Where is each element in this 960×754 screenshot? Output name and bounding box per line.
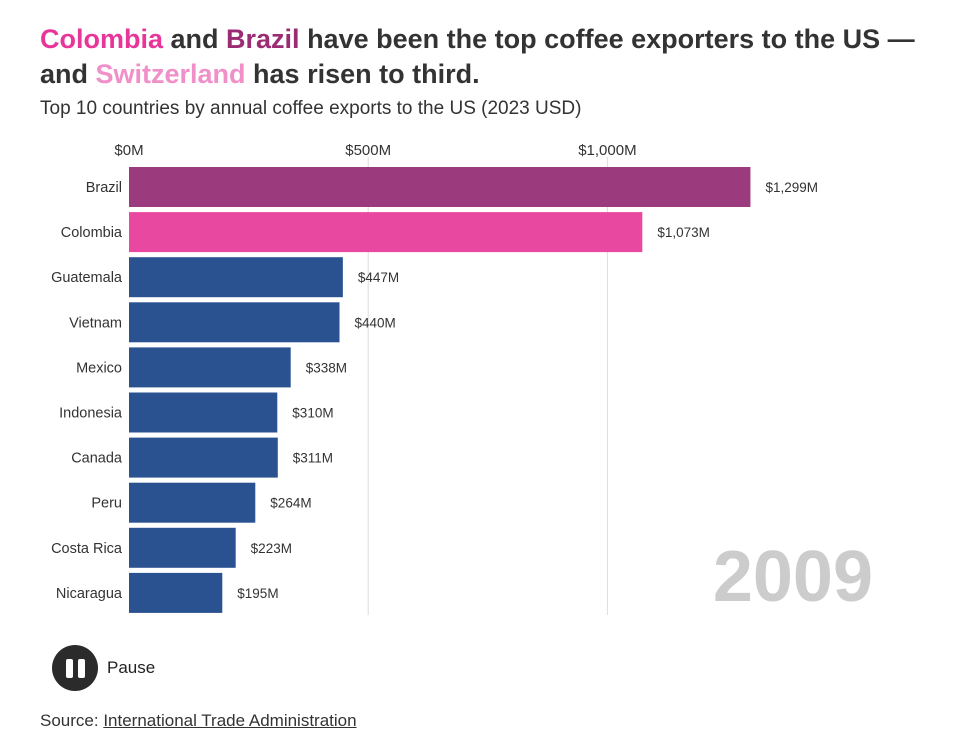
value-label: $440M [354, 315, 395, 330]
value-label: $311M [293, 451, 333, 466]
value-label: $447M [358, 270, 399, 285]
headline: Colombia and Brazil have been the top co… [40, 22, 920, 92]
bar-mexico [129, 347, 291, 388]
value-label: $223M [251, 541, 292, 556]
pause-label: Pause [107, 658, 156, 677]
category-label: Peru [91, 496, 122, 512]
value-label: $338M [306, 360, 347, 375]
pause-button[interactable]: Pause [52, 645, 155, 691]
pause-icon[interactable] [52, 645, 98, 691]
bar-vietnam [129, 302, 340, 343]
headline-middle: have been the top coffee exporters to th… [40, 24, 915, 89]
value-label: $264M [270, 496, 311, 511]
category-label: Colombia [61, 225, 123, 241]
x-tick-label: $0M [114, 142, 143, 159]
headline-colombia: Colombia [40, 24, 164, 54]
bar-brazil [129, 167, 751, 207]
chart-subtitle: Top 10 countries by annual coffee export… [40, 98, 582, 119]
headline-end: has risen to third. [245, 59, 480, 89]
category-label: Nicaragua [56, 586, 123, 602]
bar-canada [129, 437, 278, 478]
value-label: $1,299M [765, 180, 818, 195]
category-label: Guatemala [51, 270, 123, 286]
bar-indonesia [129, 392, 278, 433]
source-link[interactable]: International Trade Administration [103, 711, 357, 730]
value-label: $195M [237, 586, 278, 601]
category-label: Mexico [76, 360, 122, 376]
category-label: Vietnam [69, 315, 122, 331]
headline-switzerland: Switzerland [95, 59, 246, 89]
bar-guatemala [129, 257, 343, 298]
bar-chart: $0M $500M $1,000M Brazil Colombia Guatemala V… [51, 142, 873, 617]
value-label: $310M [292, 406, 333, 421]
bar-nicaragua [129, 572, 223, 613]
x-tick-label: $1,000M [578, 142, 636, 159]
category-label: Brazil [86, 180, 122, 196]
headline-brazil: Brazil [226, 24, 300, 54]
bar-colombia [129, 212, 643, 253]
x-tick-label: $500M [345, 142, 391, 159]
category-label: Canada [71, 451, 123, 467]
source-line: Source: International Trade Administrati… [40, 711, 357, 731]
value-label: $1,073M [657, 225, 710, 240]
year-label: 2009 [713, 537, 873, 617]
category-label: Costa Rica [51, 541, 123, 557]
bar-peru [129, 482, 256, 523]
headline-and: and [163, 24, 227, 54]
category-label: Indonesia [59, 406, 123, 422]
bar-costa-rica [129, 527, 236, 568]
source-prefix: Source: [40, 711, 104, 730]
